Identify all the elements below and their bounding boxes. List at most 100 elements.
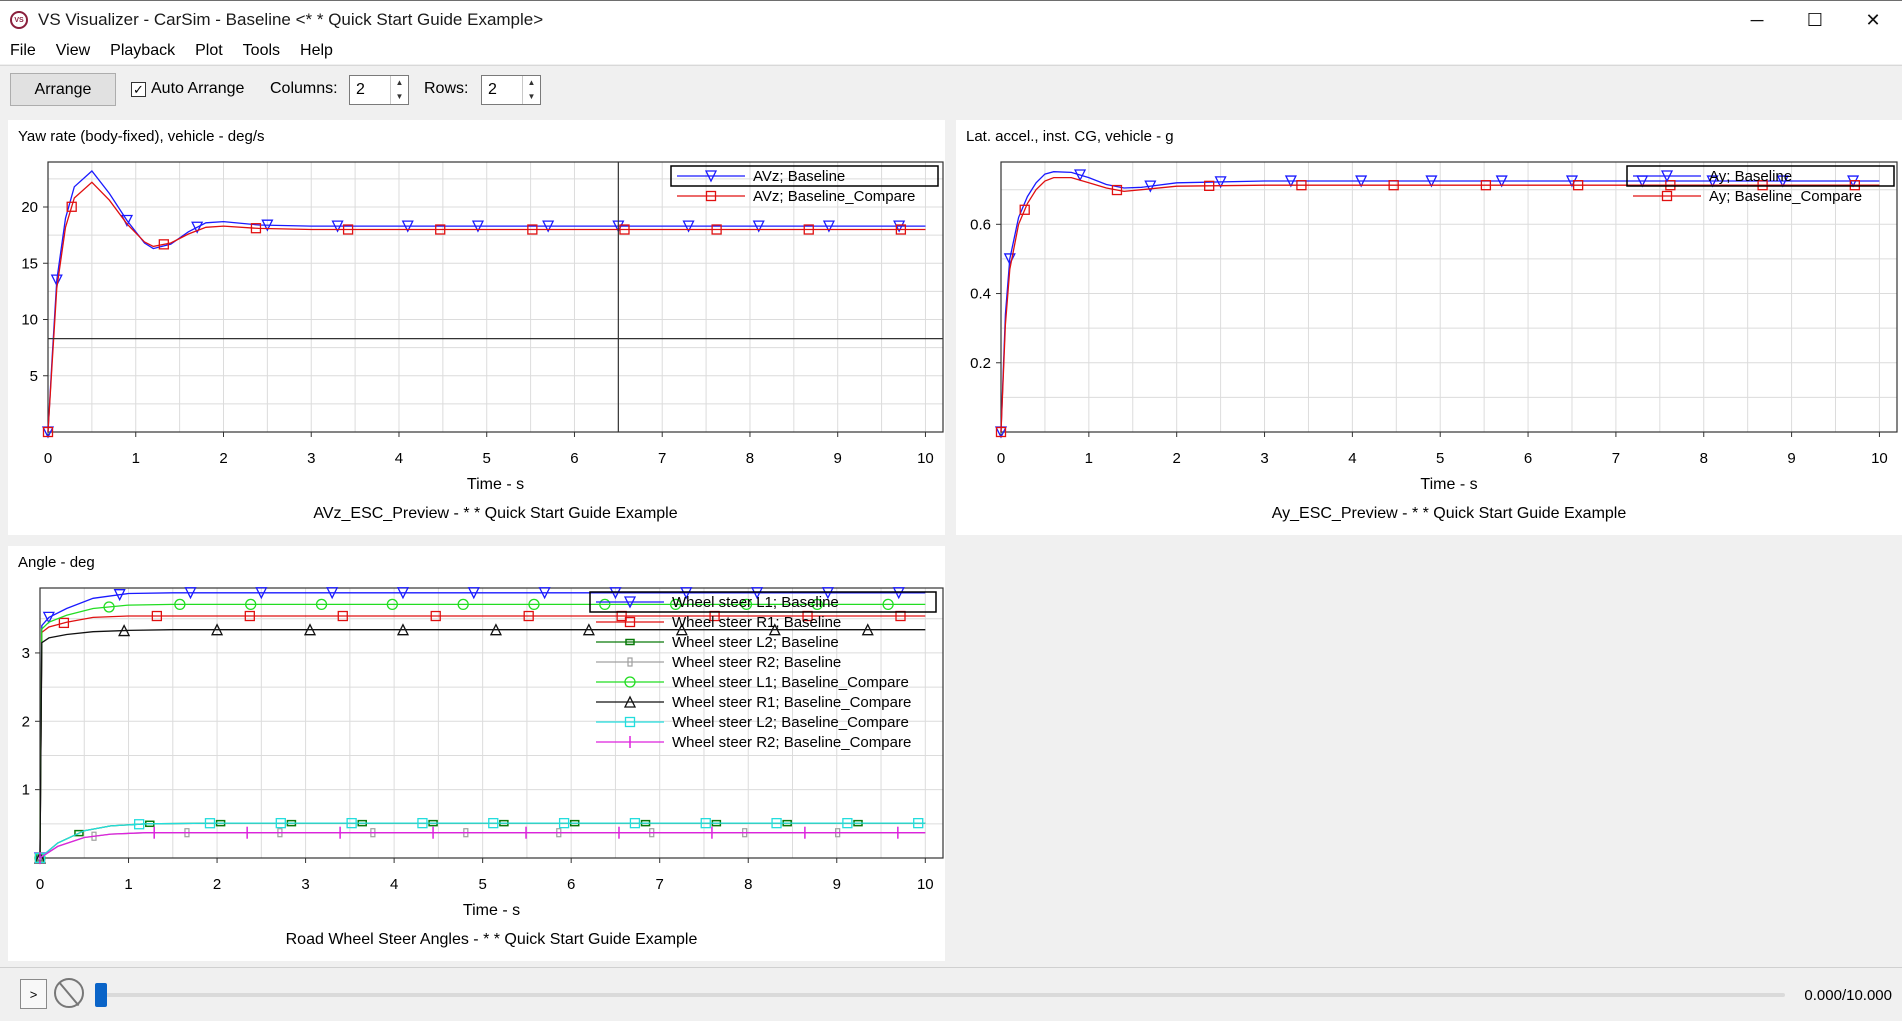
time-slider-thumb[interactable] bbox=[95, 983, 107, 1007]
menu-tools[interactable]: Tools bbox=[242, 42, 281, 59]
x-tick-label: 9 bbox=[833, 876, 841, 893]
plot-panel-yaw-rate[interactable]: Yaw rate (body-fixed), vehicle - deg/s 0 1… bbox=[8, 120, 945, 535]
rows-value[interactable]: 2 bbox=[488, 81, 497, 98]
series-5 bbox=[33, 623, 926, 864]
series-marker bbox=[315, 598, 328, 611]
menu-bar: File View Playback Plot Tools Help bbox=[0, 38, 1902, 64]
series-7 bbox=[39, 826, 926, 864]
x-axis-label: Time - s bbox=[467, 476, 524, 493]
series-marker bbox=[401, 220, 414, 233]
plot-panel-lat-accel[interactable]: Lat. accel., inst. CG, vehicle - g 0 1 2 3 4 5… bbox=[956, 120, 1902, 535]
series-marker bbox=[346, 817, 357, 829]
series-marker bbox=[1144, 180, 1157, 193]
rows-down-icon[interactable]: ▼ bbox=[527, 92, 536, 101]
x-axis-label: Time - s bbox=[1420, 476, 1477, 493]
x-tick-label: 3 bbox=[1260, 450, 1268, 467]
y-tick-label: 1 bbox=[22, 782, 30, 799]
series-marker bbox=[675, 623, 688, 636]
window-title: VS Visualizer - CarSim - Baseline <* * Q… bbox=[38, 10, 544, 29]
series-marker bbox=[396, 587, 410, 600]
lat-accel-chart: Lat. accel., inst. CG, vehicle - g 0 1 2 3 4 5… bbox=[966, 128, 1898, 522]
series-6 bbox=[34, 817, 926, 864]
menu-plot[interactable]: Plot bbox=[195, 42, 223, 59]
x-tick-label: 2 bbox=[213, 876, 221, 893]
series-marker bbox=[1849, 180, 1860, 191]
vs-visualizer-app-icon: VS bbox=[10, 11, 28, 29]
minimize-button[interactable]: ─ bbox=[1750, 9, 1764, 30]
series-marker bbox=[261, 219, 274, 232]
series-marker bbox=[1019, 204, 1030, 215]
series-marker bbox=[191, 221, 204, 234]
menu-playback[interactable]: Playback bbox=[110, 42, 176, 59]
series-0 bbox=[41, 170, 926, 439]
series-marker bbox=[771, 817, 782, 829]
menu-file[interactable]: File bbox=[10, 42, 36, 59]
chart-y-title: Lat. accel., inst. CG, vehicle - g bbox=[966, 128, 1174, 145]
maximize-button[interactable]: ☐ bbox=[1806, 9, 1824, 30]
chart-legend: AVz; Baseline AVz; Baseline_Compare bbox=[670, 165, 939, 205]
series-marker bbox=[1757, 180, 1768, 191]
x-tick-label: 10 bbox=[1871, 450, 1888, 467]
series-marker bbox=[488, 817, 499, 829]
rows-up-icon[interactable]: ▲ bbox=[527, 78, 536, 87]
series-marker bbox=[158, 239, 169, 250]
x-tick-label: 5 bbox=[478, 876, 486, 893]
series-marker bbox=[50, 274, 63, 287]
legend-entry: Wheel steer L1; Baseline_Compare bbox=[672, 674, 909, 691]
series-marker bbox=[669, 598, 682, 611]
legend-entry: Ay; Baseline_Compare bbox=[1709, 188, 1862, 205]
columns-spinner[interactable]: 2 ▲ ▼ bbox=[349, 75, 409, 105]
series-marker bbox=[1480, 180, 1492, 191]
x-tick-label: 6 bbox=[1524, 450, 1532, 467]
columns-up-icon[interactable]: ▲ bbox=[395, 78, 404, 87]
series-marker bbox=[822, 220, 835, 233]
plot-frame bbox=[47, 161, 944, 433]
series-marker bbox=[275, 817, 286, 829]
x-tick-label: 8 bbox=[744, 876, 752, 893]
series-marker bbox=[527, 224, 538, 235]
window-controls: ─ ☐ ✕ bbox=[1728, 1, 1902, 39]
playback-bar: > 0.000/10.000 bbox=[0, 967, 1902, 1021]
legend-entry: Wheel steer R1; Baseline_Compare bbox=[672, 694, 911, 711]
yaw-rate-chart: Yaw rate (body-fixed), vehicle - deg/s 0 1… bbox=[18, 128, 944, 522]
series-line bbox=[39, 615, 926, 859]
time-slider-track[interactable] bbox=[95, 993, 1785, 997]
plot-panel-steer-angles[interactable]: Angle - deg 0 1 2 3 4 5 6 7 8 9 10 1 2 3 Wheel steer L1… bbox=[8, 546, 945, 961]
y-tick-label: 10 bbox=[21, 312, 38, 329]
legend-entry: Wheel steer R1; Baseline bbox=[672, 614, 841, 631]
x-tick-label: 7 bbox=[658, 450, 666, 467]
plot-grid bbox=[1000, 162, 1897, 433]
no-loop-icon[interactable] bbox=[54, 978, 84, 1008]
series-marker bbox=[599, 598, 611, 611]
x-tick-label: 5 bbox=[483, 450, 491, 467]
y-tick-label: 2 bbox=[22, 713, 30, 730]
series-marker bbox=[66, 201, 77, 212]
series-line bbox=[47, 181, 926, 433]
series-marker bbox=[184, 587, 197, 600]
x-tick-label: 3 bbox=[301, 876, 309, 893]
rows-spinner[interactable]: 2 ▲ ▼ bbox=[481, 75, 541, 105]
x-tick-label: 9 bbox=[1787, 450, 1795, 467]
series-line bbox=[39, 592, 926, 859]
menu-view[interactable]: View bbox=[55, 42, 91, 59]
series-marker bbox=[913, 817, 924, 829]
series-marker bbox=[430, 610, 441, 622]
auto-arrange-checkbox[interactable]: ✓ bbox=[131, 82, 146, 97]
legend-focus-box bbox=[670, 165, 939, 187]
x-tick-label: 7 bbox=[656, 876, 664, 893]
x-tick-label: 10 bbox=[917, 876, 934, 893]
columns-value[interactable]: 2 bbox=[356, 81, 365, 98]
series-marker bbox=[1204, 180, 1215, 191]
columns-down-icon[interactable]: ▼ bbox=[395, 92, 404, 101]
series-marker bbox=[1425, 175, 1438, 188]
menu-help[interactable]: Help bbox=[300, 42, 333, 59]
arrange-button[interactable]: Arrange bbox=[10, 73, 116, 106]
plot-frame bbox=[39, 587, 944, 859]
play-button[interactable]: > bbox=[20, 979, 47, 1009]
close-button[interactable]: ✕ bbox=[1865, 9, 1881, 30]
series-marker bbox=[861, 623, 874, 636]
series-marker bbox=[103, 601, 115, 613]
x-tick-label: 4 bbox=[395, 450, 403, 467]
series-1 bbox=[995, 176, 1880, 438]
series-marker bbox=[811, 598, 823, 611]
